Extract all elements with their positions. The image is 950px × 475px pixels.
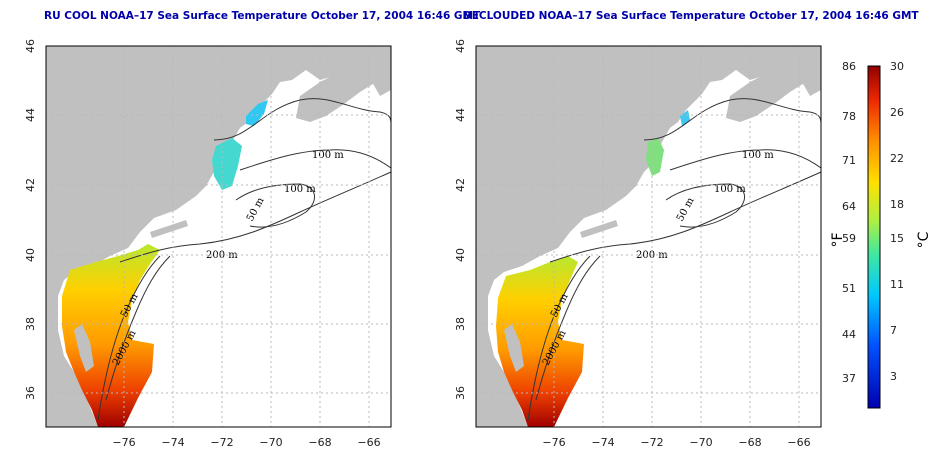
y-tick: 46 — [24, 39, 37, 53]
chesapeake-bay — [74, 324, 94, 372]
colorbar-f-tick: 78 — [842, 110, 856, 123]
x-axis-ticks: −76 −74 −72 −70 −68 −66 — [542, 436, 810, 449]
land-mass — [46, 46, 391, 427]
map-frame — [475, 45, 822, 428]
y-axis-ticks: 46 44 42 40 38 36 — [454, 39, 467, 400]
right-map-panel: 100 m 100 m 50 m 200 m 50 m 2000 m −76 −… — [454, 39, 822, 449]
y-tick: 38 — [24, 317, 37, 331]
y-tick: 46 — [454, 39, 467, 53]
left-map-panel: 100 m 100 m 50 m 200 m 50 m 2000 m −76 −… — [24, 39, 392, 449]
left-panel-title: RU COOL NOAA–17 Sea Surface Temperature … — [44, 10, 481, 22]
x-tick: −72 — [210, 436, 233, 449]
colorbar-c-tick: 22 — [890, 152, 904, 165]
colorbar-gradient — [867, 65, 881, 409]
y-tick: 44 — [454, 108, 467, 122]
contour-100m-inner-left — [239, 149, 392, 171]
colorbar-c-tick: 15 — [890, 232, 904, 245]
grid-lines — [46, 46, 391, 427]
y-tick: 42 — [24, 178, 37, 192]
colorbar-c-tick: 26 — [890, 106, 904, 119]
y-tick: 42 — [454, 178, 467, 192]
y-tick: 44 — [24, 108, 37, 122]
chesapeake-bay — [504, 324, 524, 372]
y-tick: 40 — [454, 248, 467, 262]
x-tick: −74 — [591, 436, 614, 449]
long-island — [150, 220, 188, 238]
contour-2000m-left — [105, 255, 171, 401]
map-frame — [45, 45, 392, 428]
y-tick: 36 — [24, 386, 37, 400]
contour-100m-right — [643, 98, 822, 141]
colorbar-f-tick: 44 — [842, 328, 856, 341]
gulf-of-maine-sst-patch — [646, 138, 664, 176]
contour-50m-right — [665, 183, 745, 228]
colorbar-c-tick: 18 — [890, 198, 904, 211]
island-land — [346, 66, 372, 78]
colorbar-c-tick: 30 — [890, 60, 904, 73]
colorbar-unit-celsius: °C — [916, 231, 932, 248]
contour-100m-left — [213, 98, 392, 141]
colorbar-c-tick: 3 — [890, 370, 897, 383]
colorbar-unit-fahrenheit: °F — [830, 232, 846, 247]
contour-100m-inner-right — [669, 149, 822, 171]
colorbar-c-tick: 7 — [890, 324, 897, 337]
contour-2000m-right — [535, 255, 601, 401]
contour-label-100m-inner-right: 100 m — [714, 184, 746, 195]
contour-200m-right — [549, 171, 822, 263]
colorbar-f-tick: 59 — [842, 232, 856, 245]
land-mass — [476, 46, 821, 427]
colorbar-fahrenheit-ticks: 86 78 71 64 59 51 44 37 — [842, 60, 856, 385]
x-tick: −70 — [259, 436, 282, 449]
colorbar-f-tick: 71 — [842, 154, 856, 167]
colorbar-c-tick: 11 — [890, 278, 904, 291]
grid-lines — [476, 46, 821, 427]
y-tick: 36 — [454, 386, 467, 400]
gulf-of-maine-sst-patch-north — [680, 110, 690, 126]
contour-label-100m-inner-left: 100 m — [284, 184, 316, 195]
gulf-of-maine-sst-patch — [212, 138, 242, 190]
x-tick: −76 — [542, 436, 565, 449]
colorbar-f-tick: 37 — [842, 372, 856, 385]
right-panel-title: DECLOUDED NOAA–17 Sea Surface Temperatur… — [463, 10, 919, 22]
gulf-of-maine-sst-patch-north — [246, 100, 268, 126]
x-tick: −74 — [161, 436, 184, 449]
x-tick: −76 — [112, 436, 135, 449]
contour-200m-left — [119, 171, 392, 263]
sst-field — [62, 244, 160, 427]
y-tick: 40 — [24, 248, 37, 262]
contour-label-100m-right: 100 m — [742, 150, 774, 161]
x-tick: −68 — [738, 436, 761, 449]
x-tick: −66 — [357, 436, 380, 449]
x-tick: −70 — [689, 436, 712, 449]
x-tick: −66 — [787, 436, 810, 449]
y-axis-ticks: 46 44 42 40 38 36 — [24, 39, 37, 400]
long-island — [580, 220, 618, 238]
colorbar-celsius-ticks: 30 26 22 18 15 11 7 3 — [890, 60, 904, 383]
colorbar-f-tick: 64 — [842, 200, 856, 213]
x-tick: −68 — [308, 436, 331, 449]
contour-50m-left — [235, 183, 315, 228]
colorbar: 86 78 71 64 59 51 44 37 30 26 22 18 15 1… — [830, 60, 932, 409]
colorbar-f-tick: 86 — [842, 60, 856, 73]
colorbar-f-tick: 51 — [842, 282, 856, 295]
y-tick: 38 — [454, 317, 467, 331]
island-land — [776, 66, 802, 78]
contour-label-100m-left: 100 m — [312, 150, 344, 161]
x-axis-ticks: −76 −74 −72 −70 −68 −66 — [112, 436, 380, 449]
x-tick: −72 — [640, 436, 663, 449]
